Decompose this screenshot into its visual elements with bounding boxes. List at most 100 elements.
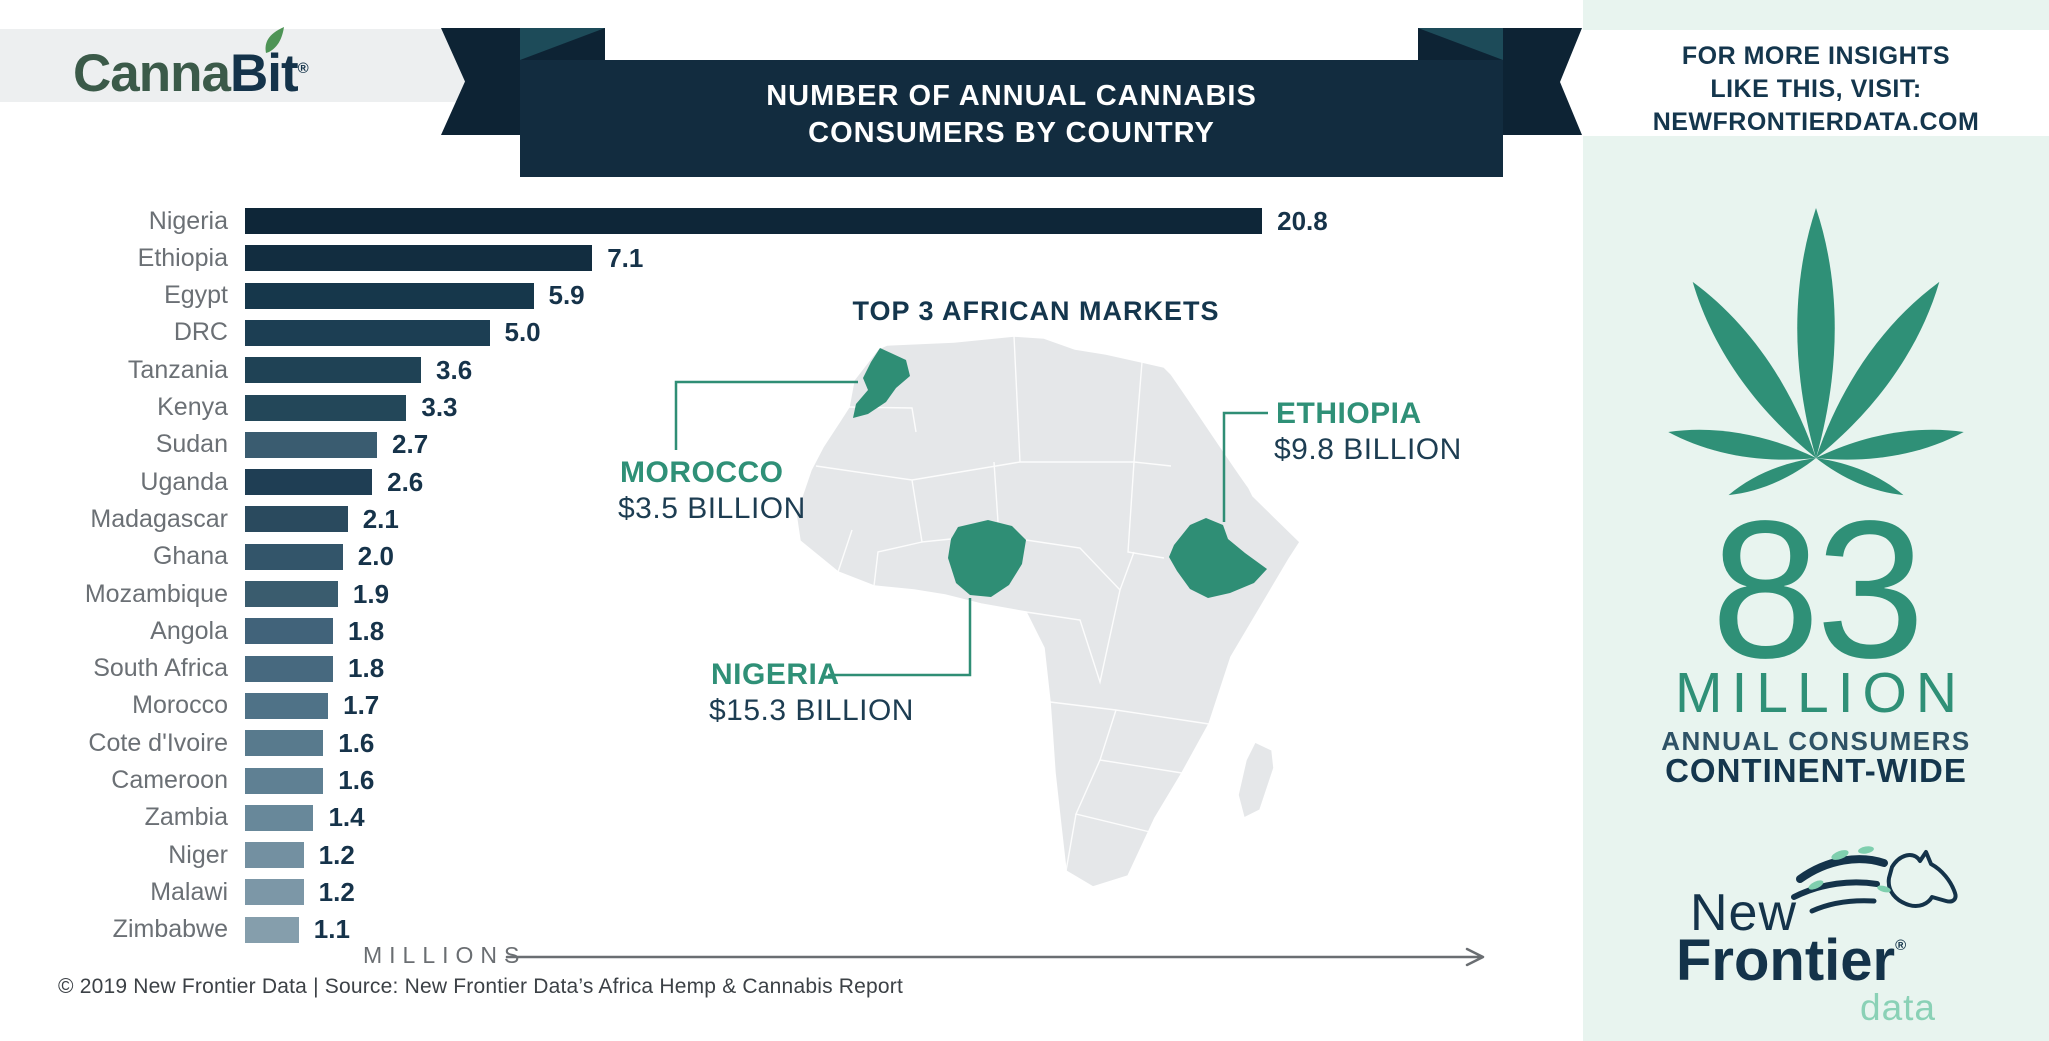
visit-band xyxy=(1583,30,2049,136)
visit-line-2: LIKE THIS, VISIT: xyxy=(1710,75,1922,103)
chart-row: Cote d'Ivoire 1.6 xyxy=(0,727,375,758)
chart-row: Zimbabwe 1.1 xyxy=(0,914,350,945)
bar-country-label: Ghana xyxy=(152,542,228,571)
title-line-2: CONSUMERS BY COUNTRY xyxy=(808,117,1215,149)
chart-row: Niger 1.2 xyxy=(0,840,355,870)
bar-country-label: Uganda xyxy=(140,467,228,496)
market-label-nigeria: NIGERIA xyxy=(711,658,840,691)
bar-country-label: Cameroon xyxy=(111,766,228,794)
logo-text-frontier: Frontier® xyxy=(1676,928,1907,993)
market-label-ethiopia: ETHIOPIA xyxy=(1276,397,1422,430)
chart-row: Kenya 3.3 xyxy=(0,392,458,422)
market-value-ethiopia: $9.8 BILLION xyxy=(1274,433,1462,466)
bar xyxy=(245,208,1263,234)
bar xyxy=(245,916,299,943)
logo-band xyxy=(0,29,470,102)
bar-value: 1.1 xyxy=(313,914,350,945)
bar xyxy=(245,357,422,384)
chart-row: Ghana 2.0 xyxy=(0,541,394,572)
visit-callout: FOR MORE INSIGHTS LIKE THIS, VISIT: NEWF… xyxy=(1583,40,2049,139)
bar-value: 20.8 xyxy=(1277,205,1328,236)
logo-text-new: New xyxy=(1690,884,1798,942)
chart-row: Malawi 1.2 xyxy=(0,877,355,907)
title-line-1: NUMBER OF ANNUAL CANNABIS xyxy=(766,80,1257,112)
morocco-shape xyxy=(853,348,910,418)
market-value-nigeria: $15.3 BILLION xyxy=(709,694,914,727)
bar xyxy=(245,692,329,719)
logo-text-data: data xyxy=(1860,987,1937,1028)
bar-country-label: South Africa xyxy=(93,654,228,683)
big-number-unit: MILLION xyxy=(1674,661,1967,725)
bar-value: 1.4 xyxy=(328,802,365,833)
bar-country-label: Egypt xyxy=(164,281,228,310)
logo-text-bit: Bi t xyxy=(230,27,299,103)
bar-country-label: Niger xyxy=(168,840,228,869)
chart-row: DRC 5.0 xyxy=(0,317,541,347)
chart-row: Mozambique 1.9 xyxy=(0,578,390,609)
bar-value: 2.0 xyxy=(357,541,394,572)
bar xyxy=(245,767,324,794)
axis-unit-label: MILLIONS xyxy=(363,942,527,968)
chart-row: Egypt 5.9 xyxy=(0,280,585,311)
bar xyxy=(245,506,348,533)
title-ribbon xyxy=(441,28,1582,177)
bar-value: 1.6 xyxy=(338,765,375,795)
bar-country-label: Tanzania xyxy=(127,355,228,384)
bar xyxy=(245,431,378,458)
bar xyxy=(245,842,304,869)
bar-value: 1.8 xyxy=(348,653,385,684)
bar-value: 2.1 xyxy=(362,503,399,534)
cannabis-leaf-icon xyxy=(1668,208,1964,496)
bar-country-label: Malawi xyxy=(150,877,228,906)
bar-value: 3.3 xyxy=(421,392,458,422)
map-title: TOP 3 AFRICAN MARKETS xyxy=(852,296,1220,326)
visit-line-3: NEWFRONTIERDATA.COM xyxy=(1652,108,1980,136)
bar xyxy=(245,581,338,607)
bar xyxy=(245,394,407,421)
bar-country-label: Cote d'Ivoire xyxy=(88,728,228,757)
bar-country-label: Zimbabwe xyxy=(112,915,228,944)
bar-country-label: Kenya xyxy=(157,393,228,421)
chart-row: Morocco 1.7 xyxy=(0,690,379,720)
logo-text-canna: Canna xyxy=(73,44,231,103)
bar xyxy=(245,618,334,645)
chart-row: Sudan 2.7 xyxy=(0,429,428,459)
chart-row: Cameroon 1.6 xyxy=(0,765,375,795)
bar-country-label: Madagascar xyxy=(90,504,228,533)
nigeria-shape xyxy=(948,520,1026,597)
chart-row: South Africa 1.8 xyxy=(0,653,385,684)
africa-continent-shape xyxy=(795,335,1301,888)
bar xyxy=(245,655,334,682)
big-number: 83 xyxy=(1710,480,1925,699)
bar-value: 1.6 xyxy=(338,727,375,758)
market-label-morocco: MOROCCO xyxy=(620,456,784,489)
bar-value: 7.1 xyxy=(607,242,644,273)
ethiopia-shape xyxy=(1169,518,1267,598)
morocco-callout-line xyxy=(674,380,858,450)
bar xyxy=(245,319,490,346)
bar xyxy=(245,245,593,272)
bar-value: 1.8 xyxy=(348,615,385,646)
bar-value: 5.9 xyxy=(548,280,585,311)
chart-row: Ethiopia 7.1 xyxy=(0,242,644,273)
ethiopia-callout-line xyxy=(1222,411,1268,522)
registered-mark: ® xyxy=(297,60,309,77)
bar xyxy=(245,879,304,906)
chart-row: Tanzania 3.6 xyxy=(0,355,472,385)
bar-country-label: Morocco xyxy=(132,691,228,720)
chart-row: Uganda 2.6 xyxy=(0,466,424,497)
cannabit-logo: CannaBi t® xyxy=(73,27,309,104)
panel-subtitle-2: CONTINENT-WIDE xyxy=(1665,752,1967,789)
madagascar-shape xyxy=(1237,741,1275,820)
bar-value: 1.9 xyxy=(352,578,390,609)
panel-subtitle-1: ANNUAL CONSUMERS xyxy=(1661,726,1971,756)
africa-map xyxy=(674,335,1301,888)
bar-country-label: Mozambique xyxy=(84,579,228,608)
axis-arrow-icon xyxy=(505,947,1485,967)
bar-country-label: Ethiopia xyxy=(137,243,228,272)
bar-value: 2.6 xyxy=(387,466,424,497)
africa-map-section: TOP 3 AFRICAN MARKETS MOROCCO $3.5 BILLI… xyxy=(560,290,1580,1010)
source-attribution: © 2019 New Frontier Data | Source: New F… xyxy=(58,975,904,998)
bar xyxy=(245,804,314,831)
bar-country-label: Angola xyxy=(150,616,228,645)
